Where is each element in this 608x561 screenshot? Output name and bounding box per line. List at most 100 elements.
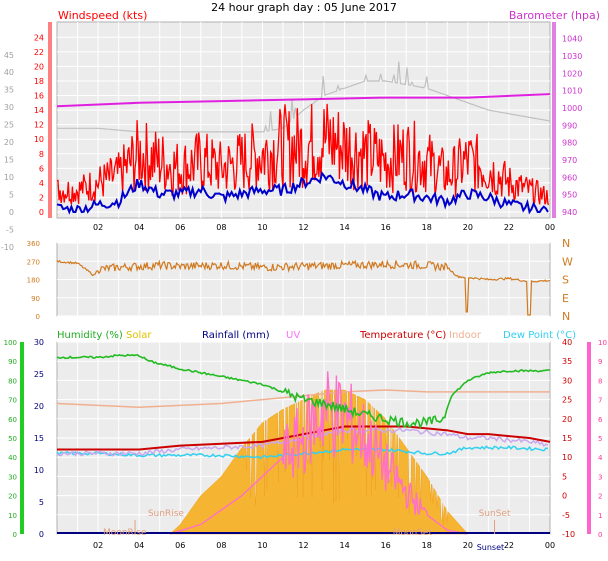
baro-tick-label: 1040 xyxy=(562,35,582,44)
wind-outer-tick-label: 25 xyxy=(4,121,14,130)
baro-tick-label: 990 xyxy=(562,121,577,130)
rain-tick-label: 20 xyxy=(34,402,44,411)
rain-tick-label: 0 xyxy=(39,530,44,539)
multi-x-tick-label: 12 xyxy=(298,541,308,550)
uv-tick-label: 9 xyxy=(598,358,602,366)
wind-outer-tick-label: 20 xyxy=(4,138,14,147)
baro-tick-label: 1010 xyxy=(562,87,582,96)
temp-tick-label: 0 xyxy=(562,492,567,501)
wind-tick-label: 4 xyxy=(39,179,44,188)
compass-label: N xyxy=(562,310,570,323)
temp-tick-label: 20 xyxy=(562,415,572,424)
uv-tick-label: 8 xyxy=(598,377,602,385)
temp-tick-label: -10 xyxy=(562,530,575,539)
sunrise-label: SunRise xyxy=(148,509,185,519)
wind-outer-tick-label: 45 xyxy=(4,51,14,60)
direction-tick-label: 360 xyxy=(27,240,40,248)
wind-x-tick-label: 08 xyxy=(216,223,226,232)
baro-tick-label: 970 xyxy=(562,156,577,165)
barometer-line xyxy=(56,93,551,108)
legend-label: Rainfall (mm) xyxy=(202,330,270,341)
wind-outer-tick-label: 0 xyxy=(9,208,14,217)
temp-tick-label: 25 xyxy=(562,396,572,405)
wind-x-tick-label: 06 xyxy=(175,223,185,232)
wind-x-tick-label: 20 xyxy=(463,223,473,232)
wind-outer-tick-label: 30 xyxy=(4,103,14,112)
multi-x-tick-label: 00 xyxy=(545,541,555,550)
wind-x-tick-label: 12 xyxy=(298,223,308,232)
wind-tick-label: 18 xyxy=(34,77,44,86)
rain-tick-label: 25 xyxy=(34,370,44,379)
uv-tick-label: 3 xyxy=(598,473,602,481)
wind-tick-label: 14 xyxy=(34,106,44,115)
baro-axis-label: Barometer (hpa) xyxy=(509,9,600,22)
wind-tick-label: 10 xyxy=(34,135,44,144)
baro-tick-label: 1000 xyxy=(562,104,582,113)
compass-label: S xyxy=(562,274,569,287)
direction-tick-label: 90 xyxy=(31,295,40,303)
humidity-tick-label: 100 xyxy=(4,339,17,347)
uv-tick-label: 5 xyxy=(598,435,602,443)
wind-tick-label: 24 xyxy=(34,33,44,42)
baro-tick-label: 1020 xyxy=(562,69,582,78)
humidity-tick-label: 40 xyxy=(8,454,17,462)
direction-tick-label: 270 xyxy=(27,258,40,266)
multi-x-tick-label: 20 xyxy=(463,541,473,550)
humidity-tick-label: 80 xyxy=(8,377,17,385)
temperature-line xyxy=(57,425,551,451)
humidity-tick-label: 20 xyxy=(8,493,17,501)
rain-tick-label: 10 xyxy=(34,466,44,475)
humidity-tick-label: 50 xyxy=(8,435,17,443)
multi-x-tick-label: 10 xyxy=(257,541,267,550)
humidity-axis-bar xyxy=(20,342,24,534)
wind-tick-label: 22 xyxy=(34,48,44,57)
wind-tick-label: 16 xyxy=(34,92,44,101)
wind-outer-tick-label: -5 xyxy=(6,225,14,234)
uv-tick-label: 0 xyxy=(598,531,602,539)
wind-x-tick-label: 22 xyxy=(504,223,514,232)
humidity-tick-label: 90 xyxy=(8,358,17,366)
multi-x-tick-label: 08 xyxy=(216,541,226,550)
baro-tick-label: 950 xyxy=(562,191,577,200)
wind-direction-line xyxy=(56,259,551,316)
wind-x-tick-label: 16 xyxy=(381,223,391,232)
wind-x-tick-label: 10 xyxy=(257,223,267,232)
multi-x-tick-label: 04 xyxy=(134,541,144,550)
rain-tick-label: 30 xyxy=(34,338,44,347)
wind-outer-tick-label: -10 xyxy=(1,243,14,252)
wind-axis-bar xyxy=(48,22,52,218)
compass-label: N xyxy=(562,237,570,250)
moonset-label: MoonSet xyxy=(393,528,433,538)
wind-tick-label: 12 xyxy=(34,121,44,130)
legend-label: Dew Point (°C) xyxy=(503,330,576,341)
multi-x-tick-label: 06 xyxy=(175,541,185,550)
uv-tick-label: 2 xyxy=(598,493,602,501)
baro-tick-label: 1030 xyxy=(562,52,582,61)
legend-label: UV xyxy=(286,330,300,341)
page-title: 24 hour graph day : 05 June 2017 xyxy=(211,1,397,14)
temp-tick-label: 5 xyxy=(562,472,567,481)
wind-tick-label: 6 xyxy=(39,164,44,173)
uv-tick-label: 6 xyxy=(598,416,603,424)
sunset-label: SunSet xyxy=(479,509,511,519)
wind-tick-label: 2 xyxy=(39,193,44,202)
wind-outer-tick-label: 10 xyxy=(4,173,14,182)
multi-x-tick-label: 22 xyxy=(504,541,514,550)
compass-label: W xyxy=(562,255,573,268)
compass-label: E xyxy=(562,292,569,305)
baro-tick-label: 960 xyxy=(562,173,577,182)
wind-high-trace xyxy=(57,61,551,133)
humidity-tick-label: 0 xyxy=(13,531,17,539)
temp-tick-label: 35 xyxy=(562,357,572,366)
humidity-tick-label: 10 xyxy=(8,512,17,520)
legend-label: Solar xyxy=(126,330,152,341)
solar-area xyxy=(169,389,469,535)
dewpoint-line xyxy=(56,444,549,460)
temp-tick-label: 30 xyxy=(562,376,572,385)
rain-tick-label: 15 xyxy=(34,434,44,443)
humidity-tick-label: 30 xyxy=(8,473,17,481)
wind-x-tick-label: 04 xyxy=(134,223,144,232)
temp-tick-label: 15 xyxy=(562,434,572,443)
direction-tick-label: 180 xyxy=(27,277,40,285)
